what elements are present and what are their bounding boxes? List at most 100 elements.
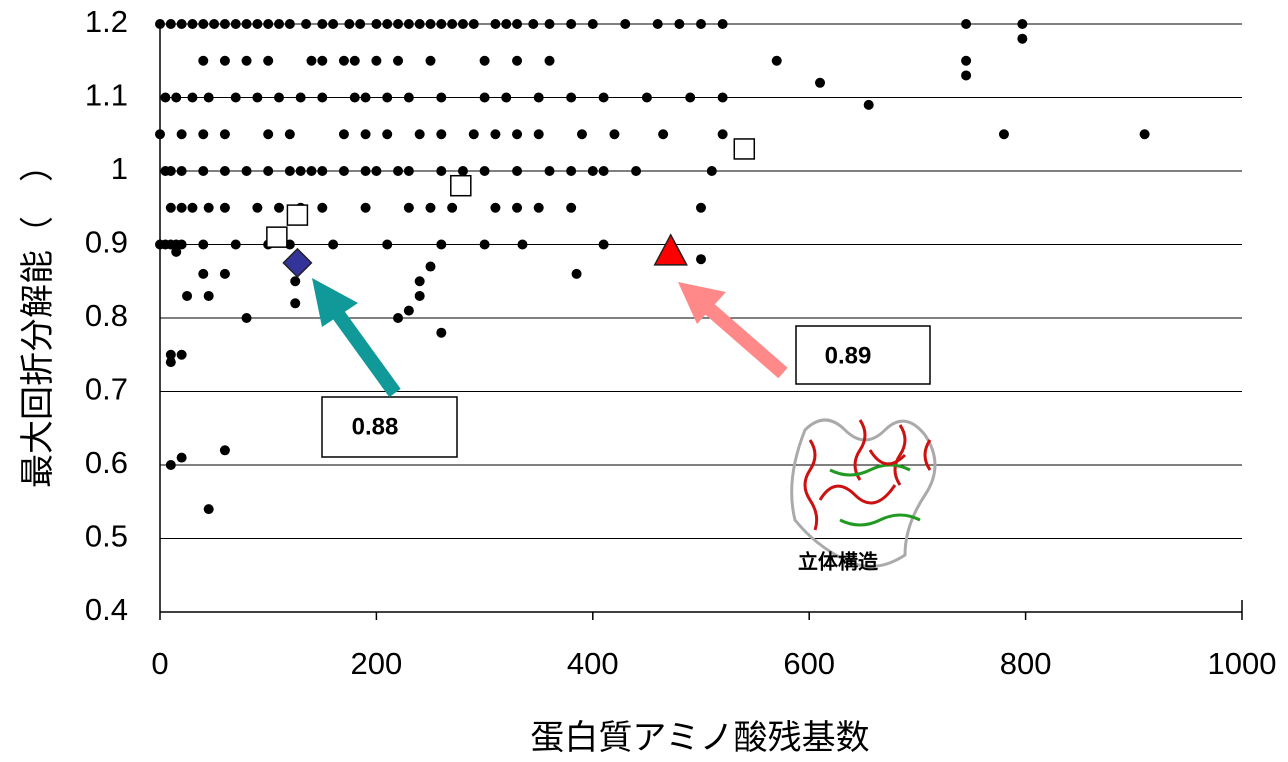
- data-point: [361, 93, 371, 103]
- data-point: [220, 445, 230, 455]
- data-point: [220, 269, 230, 279]
- data-point: [317, 93, 327, 103]
- data-point: [204, 203, 214, 213]
- y-tick-label: 0.6: [85, 445, 128, 480]
- callout-text: 0.88: [352, 413, 399, 440]
- data-point: [599, 166, 609, 176]
- data-point: [572, 269, 582, 279]
- data-point: [328, 240, 338, 250]
- data-point: [296, 166, 306, 176]
- callout-text: 0.89: [825, 342, 872, 369]
- data-point: [512, 203, 522, 213]
- data-point: [436, 129, 446, 139]
- data-point: [696, 254, 706, 264]
- data-point: [371, 166, 381, 176]
- data-point: [512, 129, 522, 139]
- data-point: [480, 93, 490, 103]
- data-point: [285, 166, 295, 176]
- x-tick-label: 600: [783, 646, 835, 681]
- data-point: [436, 19, 446, 29]
- data-point: [469, 129, 479, 139]
- data-point: [815, 78, 825, 88]
- data-point: [198, 166, 208, 176]
- data-point: [404, 93, 414, 103]
- data-point: [490, 129, 500, 139]
- data-point: [404, 166, 414, 176]
- data-point: [436, 240, 446, 250]
- data-point: [588, 166, 598, 176]
- data-point: [361, 166, 371, 176]
- x-tick-label: 400: [567, 646, 619, 681]
- data-point: [480, 240, 490, 250]
- data-point: [242, 19, 252, 29]
- data-point: [961, 56, 971, 66]
- data-point: [355, 19, 365, 29]
- x-tick-label: 0: [151, 646, 168, 681]
- data-point: [512, 19, 522, 29]
- data-point: [166, 203, 176, 213]
- data-point: [187, 203, 197, 213]
- data-point: [528, 19, 538, 29]
- data-point: [350, 93, 360, 103]
- data-point: [187, 19, 197, 29]
- data-point: [718, 93, 728, 103]
- data-point: [426, 203, 436, 213]
- data-point: [382, 240, 392, 250]
- data-point: [274, 93, 284, 103]
- data-point: [204, 291, 214, 301]
- protein-image: [792, 420, 935, 566]
- chart: 0.40.50.60.70.80.911.11.2020040060080010…: [0, 0, 1288, 757]
- data-point: [501, 93, 511, 103]
- data-point: [371, 56, 381, 66]
- data-point: [447, 19, 457, 29]
- data-point: [317, 203, 327, 213]
- y-tick-label: 0.9: [85, 225, 128, 260]
- data-point: [566, 19, 576, 29]
- data-point: [287, 205, 307, 225]
- data-point: [220, 166, 230, 176]
- data-point: [339, 129, 349, 139]
- data-point: [339, 56, 349, 66]
- data-point: [177, 350, 187, 360]
- y-tick-label: 0.7: [85, 372, 128, 407]
- data-point: [458, 19, 468, 29]
- data-point: [382, 19, 392, 29]
- data-point: [263, 19, 273, 29]
- data-point: [415, 19, 425, 29]
- data-point: [171, 247, 181, 257]
- data-point: [242, 313, 252, 323]
- image-caption: 立体構造: [798, 549, 879, 573]
- data-point: [166, 166, 176, 176]
- data-point: [718, 129, 728, 139]
- data-point: [306, 166, 316, 176]
- data-point: [328, 19, 338, 29]
- data-point: [512, 56, 522, 66]
- data-point: [393, 313, 403, 323]
- data-point: [734, 139, 754, 159]
- data-point: [436, 328, 446, 338]
- data-point: [177, 129, 187, 139]
- data-point: [426, 19, 436, 29]
- data-point: [393, 166, 403, 176]
- data-point: [534, 129, 544, 139]
- data-point: [631, 166, 641, 176]
- data-point: [171, 93, 181, 103]
- x-axis-label: 蛋白質アミノ酸残基数: [530, 719, 869, 757]
- data-point: [231, 93, 241, 103]
- data-point: [426, 56, 436, 66]
- data-point: [371, 19, 381, 29]
- data-point: [599, 240, 609, 250]
- data-point: [166, 460, 176, 470]
- data-point: [599, 93, 609, 103]
- data-point: [204, 504, 214, 514]
- data-point: [220, 56, 230, 66]
- data-point: [501, 19, 511, 29]
- data-point: [961, 19, 971, 29]
- data-point: [415, 129, 425, 139]
- data-point: [566, 93, 576, 103]
- x-tick-label: 200: [351, 646, 403, 681]
- data-point: [382, 93, 392, 103]
- data-point: [252, 19, 262, 29]
- data-point: [209, 19, 219, 29]
- data-point: [198, 19, 208, 29]
